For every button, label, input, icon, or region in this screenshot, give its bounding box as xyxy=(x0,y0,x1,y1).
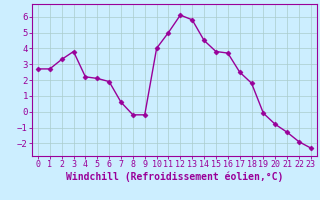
X-axis label: Windchill (Refroidissement éolien,°C): Windchill (Refroidissement éolien,°C) xyxy=(66,172,283,182)
